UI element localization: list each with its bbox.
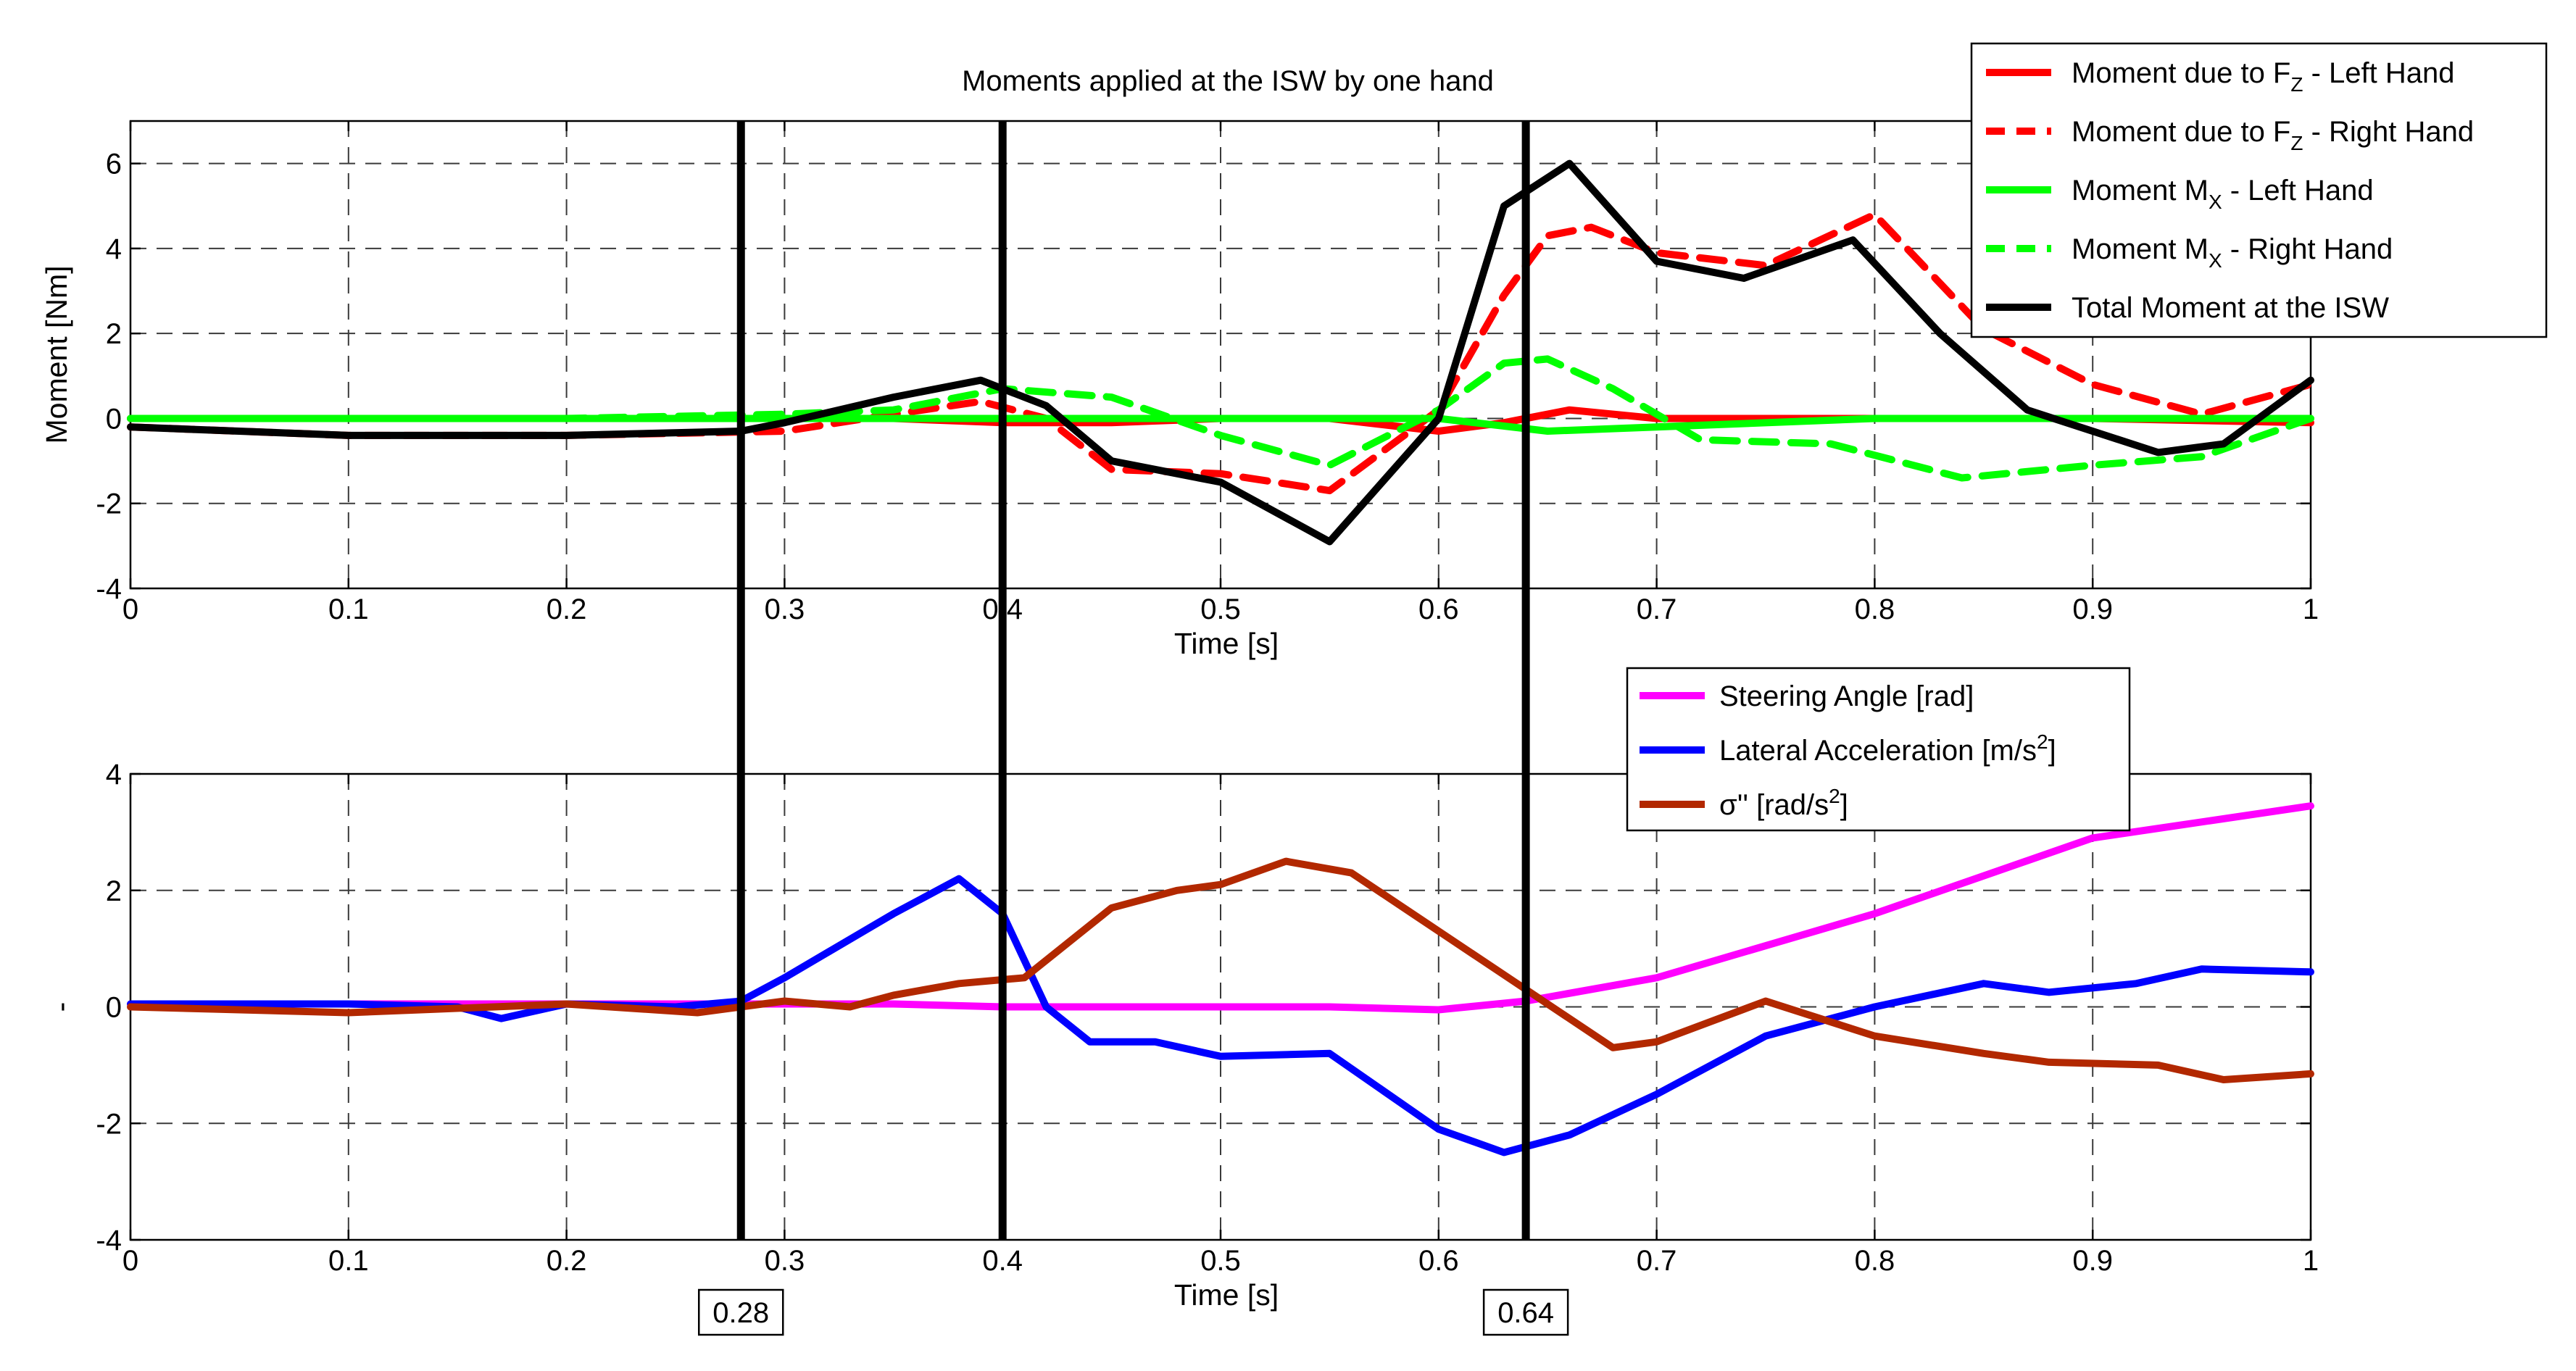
x-tick-label: 0.6 (1418, 1245, 1459, 1277)
y-tick-label: 2 (106, 318, 122, 350)
top-plot-moments: 00.10.20.30.40.50.60.70.80.91-4-20246Tim… (40, 42, 2548, 660)
legend-label-subscript: Z (2290, 73, 2303, 96)
legend-label-text: Moment M (2072, 233, 2209, 265)
legend-label: Moment due to FZ - Right Hand (2072, 116, 2474, 154)
x-tick-label: 0.8 (1855, 1245, 1895, 1277)
time-marker-box (1482, 1288, 1569, 1336)
x-tick-label: 0.3 (765, 593, 805, 625)
y-tick-label: 2 (106, 875, 122, 907)
x-tick-label: 0 (122, 1245, 138, 1277)
x-tick-label: 0.9 (2072, 1245, 2113, 1277)
y-tick-label: -2 (96, 488, 122, 520)
legend-box (1970, 42, 2548, 338)
legend-label-subscript: X (2209, 249, 2222, 272)
y-tick-label: 6 (106, 149, 122, 180)
y-axis-label: - (44, 1002, 78, 1012)
legend-label-text: Moment M (2072, 175, 2209, 207)
y-axis-label: Moment [Nm] (40, 265, 73, 443)
time-marker-label: 0.28 (697, 1288, 784, 1336)
x-tick-label: 0.2 (547, 593, 587, 625)
tick-labels: 0 0.1 0.2 0.3 0.4 0.5 0.6 0.7 0.8 0.9 1 -4 -2 0 2 4 (96, 759, 2319, 1277)
chart-title: Moments applied at the ISW by one hand (962, 65, 1494, 97)
legend-label-text: Lateral Acceleration [m/s (1719, 735, 2037, 767)
x-tick-label: 0.1 (328, 593, 369, 625)
legend-label-suffix: ] (1840, 789, 1848, 821)
x-tick-label: 1 (2303, 593, 2319, 625)
legend-label-superscript: 2 (2037, 730, 2048, 753)
x-tick-label: 0.8 (1855, 593, 1895, 625)
time-markers: 0.28 0.64 (697, 121, 1569, 1336)
legend-label: Moment MX - Right Hand (2072, 233, 2393, 272)
legend-label: Moment due to FZ - Left Hand (2072, 57, 2455, 96)
legend-label-suffix: ] (2048, 735, 2056, 767)
series-lines (127, 159, 2314, 546)
series-line-total-moment-at-the-isw (127, 159, 2314, 546)
y-tick-label: -4 (96, 1225, 122, 1257)
legend-label-suffix: - Left Hand (2222, 175, 2374, 207)
y-tick-label: 0 (106, 992, 122, 1024)
legend-label-text: Total Moment at the ISW (2072, 292, 2389, 324)
time-marker-value: 0.28 (712, 1297, 769, 1329)
y-tick-label: 4 (106, 759, 122, 791)
legend-label: Steering Angle [rad] (1719, 680, 1974, 712)
x-tick-label: 1 (2303, 1245, 2319, 1277)
bottom-plot-signals: 0 0.1 0.2 0.3 0.4 0.5 0.6 0.7 0.8 0.9 1-4-2024Time… (44, 667, 2319, 1312)
legend-label: σ'' [rad/s2] (1719, 785, 1848, 821)
y-tick-label: -4 (96, 573, 122, 605)
x-axis-label: Time [s] (1174, 1278, 1279, 1312)
x-tick-label: 0.6 (1418, 593, 1459, 625)
x-tick-label: 0.7 (1637, 1245, 1677, 1277)
x-tick-label: 0.9 (2072, 593, 2113, 625)
legend-label: Lateral Acceleration [m/s2] (1719, 730, 2056, 767)
series-line-rad-s-2 (127, 857, 2314, 1083)
legend-box (1626, 667, 2131, 832)
legend-label-text: Steering Angle [rad] (1719, 680, 1974, 712)
legend: Steering Angle [rad] Lateral Acceleration… (1626, 667, 2131, 832)
legend-label: Total Moment at the ISW (2072, 292, 2389, 324)
time-marker-label: 0.64 (1482, 1288, 1569, 1336)
legend-label-suffix: - Left Hand (2303, 57, 2454, 89)
legend-label-text: Moment due to F (2072, 116, 2290, 148)
x-tick-label: 0.7 (1637, 593, 1677, 625)
x-tick-label: 0 (122, 593, 138, 625)
x-tick-label: 0.5 (1200, 593, 1241, 625)
legend-label-subscript: Z (2290, 132, 2303, 154)
x-tick-label: 0.3 (765, 1245, 805, 1277)
legend-label-text: Moment due to F (2072, 57, 2290, 89)
legend-label-text: σ'' [rad/s (1719, 789, 1829, 821)
y-tick-label: 4 (106, 233, 122, 265)
time-marker-value: 0.64 (1497, 1297, 1554, 1329)
y-tick-label: 0 (106, 403, 122, 435)
series-lines (127, 802, 2314, 1157)
x-tick-label: 0.4 (982, 1245, 1023, 1277)
legend-label-superscript: 2 (1829, 785, 1840, 807)
legend-label-subscript: X (2209, 191, 2222, 213)
legend-label: Moment MX - Left Hand (2072, 175, 2374, 213)
y-tick-label: -2 (96, 1108, 122, 1140)
x-tick-label: 0.2 (547, 1245, 587, 1277)
x-axis-label: Time [s] (1174, 627, 1279, 660)
time-marker-box (697, 1288, 784, 1336)
legend-label-suffix: - Right Hand (2303, 116, 2474, 148)
x-tick-label: 0.1 (328, 1245, 369, 1277)
x-tick-label: 0.5 (1200, 1245, 1241, 1277)
legend-label-suffix: - Right Hand (2222, 233, 2393, 265)
